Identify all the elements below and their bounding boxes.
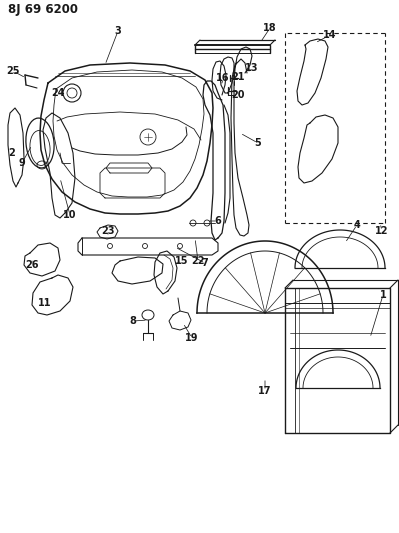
- Text: 13: 13: [245, 63, 259, 73]
- Text: 21: 21: [231, 72, 245, 82]
- Text: 24: 24: [51, 88, 65, 98]
- Text: 22: 22: [191, 256, 205, 266]
- Text: 5: 5: [255, 138, 261, 148]
- Text: 23: 23: [101, 226, 115, 236]
- Text: 3: 3: [115, 26, 121, 36]
- Text: 19: 19: [185, 333, 199, 343]
- Text: 18: 18: [263, 23, 277, 33]
- Text: 10: 10: [63, 210, 77, 220]
- Circle shape: [190, 220, 196, 226]
- Text: 12: 12: [375, 226, 389, 236]
- Text: 6: 6: [215, 216, 221, 226]
- Text: 1: 1: [379, 290, 386, 300]
- Circle shape: [178, 244, 182, 248]
- Text: 8J 69 6200: 8J 69 6200: [8, 3, 78, 16]
- Text: 7: 7: [201, 258, 208, 268]
- Text: 26: 26: [25, 260, 39, 270]
- Circle shape: [204, 220, 210, 226]
- Text: 17: 17: [258, 386, 272, 396]
- Text: 25: 25: [6, 66, 20, 76]
- Text: 9: 9: [19, 158, 26, 168]
- Text: 4: 4: [354, 220, 360, 230]
- Circle shape: [142, 244, 148, 248]
- Text: 20: 20: [231, 90, 245, 100]
- Text: 2: 2: [9, 148, 16, 158]
- Text: 15: 15: [175, 256, 189, 266]
- Text: 14: 14: [323, 30, 337, 40]
- Circle shape: [107, 244, 113, 248]
- Text: 8: 8: [130, 316, 136, 326]
- Text: 11: 11: [38, 298, 52, 308]
- Text: 16: 16: [216, 73, 230, 83]
